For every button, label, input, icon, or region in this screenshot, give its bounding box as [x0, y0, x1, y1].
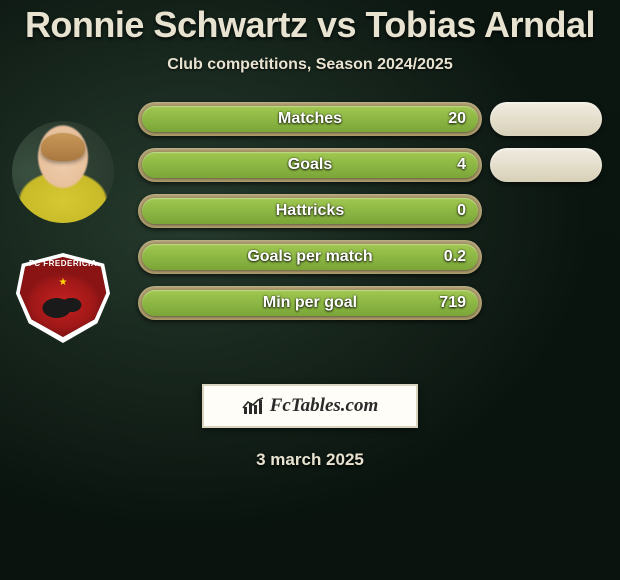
stat-label: Goals [138, 148, 482, 182]
stat-label: Hattricks [138, 194, 482, 228]
stat-label: Goals per match [138, 240, 482, 274]
stat-bar-hattricks: Hattricks 0 [138, 194, 482, 228]
crest-text: FC FREDERICIA [14, 259, 112, 268]
player1-avatar [12, 121, 114, 223]
date-text: 3 march 2025 [0, 450, 620, 470]
page-title: Ronnie Schwartz vs Tobias Arndal [0, 4, 620, 46]
comparison-card: Ronnie Schwartz vs Tobias Arndal Club co… [0, 0, 620, 580]
avatar-column: FC FREDERICIA ★ [8, 102, 118, 362]
stat-value: 0.2 [444, 240, 466, 274]
star-icon: ★ [59, 277, 68, 288]
lion-icon [42, 293, 84, 323]
stat-bar-matches: Matches 20 [138, 102, 482, 136]
stat-bar-min-per-goal: Min per goal 719 [138, 286, 482, 320]
stat-value: 719 [439, 286, 466, 320]
stat-value: 4 [457, 148, 466, 182]
stat-value: 20 [448, 102, 466, 136]
brand-text: FcTables.com [270, 395, 379, 417]
stat-label: Matches [138, 102, 482, 136]
subtitle: Club competitions, Season 2024/2025 [0, 56, 620, 74]
stat-bar-goals: Goals 4 [138, 148, 482, 182]
stat-value: 0 [457, 194, 466, 228]
chart-icon [242, 396, 264, 416]
content-area: FC FREDERICIA ★ Matches 20 Goals 4 Hattr… [0, 102, 620, 362]
blank-pill [490, 148, 602, 182]
brand-badge: FcTables.com [202, 384, 418, 428]
stat-label: Min per goal [138, 286, 482, 320]
right-pills [490, 102, 602, 194]
stat-bar-goals-per-match: Goals per match 0.2 [138, 240, 482, 274]
player2-crest: FC FREDERICIA ★ [14, 253, 112, 343]
stat-bars: Matches 20 Goals 4 Hattricks 0 Goals per… [138, 102, 482, 332]
blank-pill [490, 102, 602, 136]
